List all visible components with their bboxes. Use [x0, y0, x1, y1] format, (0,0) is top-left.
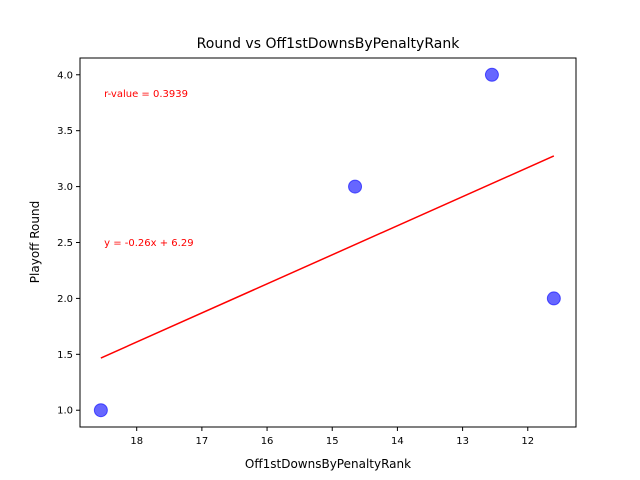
x-tick-label: 14 [391, 436, 404, 447]
x-tick-label: 17 [196, 436, 209, 447]
x-tick-label: 13 [456, 436, 469, 447]
data-point [348, 179, 363, 194]
annotation-text: y = -0.26x + 6.29 [104, 238, 193, 249]
x-axis: 18 17 16 15 14 13 12 [130, 427, 534, 447]
annotation-text: r-value = 0.3939 [104, 89, 188, 100]
regression-line [100, 155, 555, 359]
annotations: r-value = 0.3939 y = -0.26x + 6.29 [104, 89, 193, 249]
y-tick-label: 4.0 [57, 70, 73, 81]
y-tick-label: 1.0 [57, 406, 73, 417]
y-axis: 1.0 1.5 2.0 2.5 3.0 3.5 4.0 [57, 70, 80, 417]
data-point [93, 403, 108, 418]
data-point [546, 291, 561, 306]
y-tick-label: 2.0 [57, 294, 73, 305]
x-tick-label: 15 [326, 436, 339, 447]
y-tick-label: 3.0 [57, 182, 73, 193]
x-tick-label: 18 [130, 436, 143, 447]
x-axis-label: Off1stDownsByPenaltyRank [245, 457, 411, 471]
plot-area [93, 67, 561, 418]
x-tick-label: 16 [261, 436, 274, 447]
y-tick-label: 2.5 [57, 238, 73, 249]
y-axis-label: Playoff Round [28, 201, 42, 283]
chart-title: Round vs Off1stDownsByPenaltyRank [197, 36, 461, 52]
x-tick-label: 12 [521, 436, 534, 447]
y-tick-label: 3.5 [57, 126, 73, 137]
data-point [484, 67, 499, 82]
y-tick-label: 1.5 [57, 350, 73, 361]
